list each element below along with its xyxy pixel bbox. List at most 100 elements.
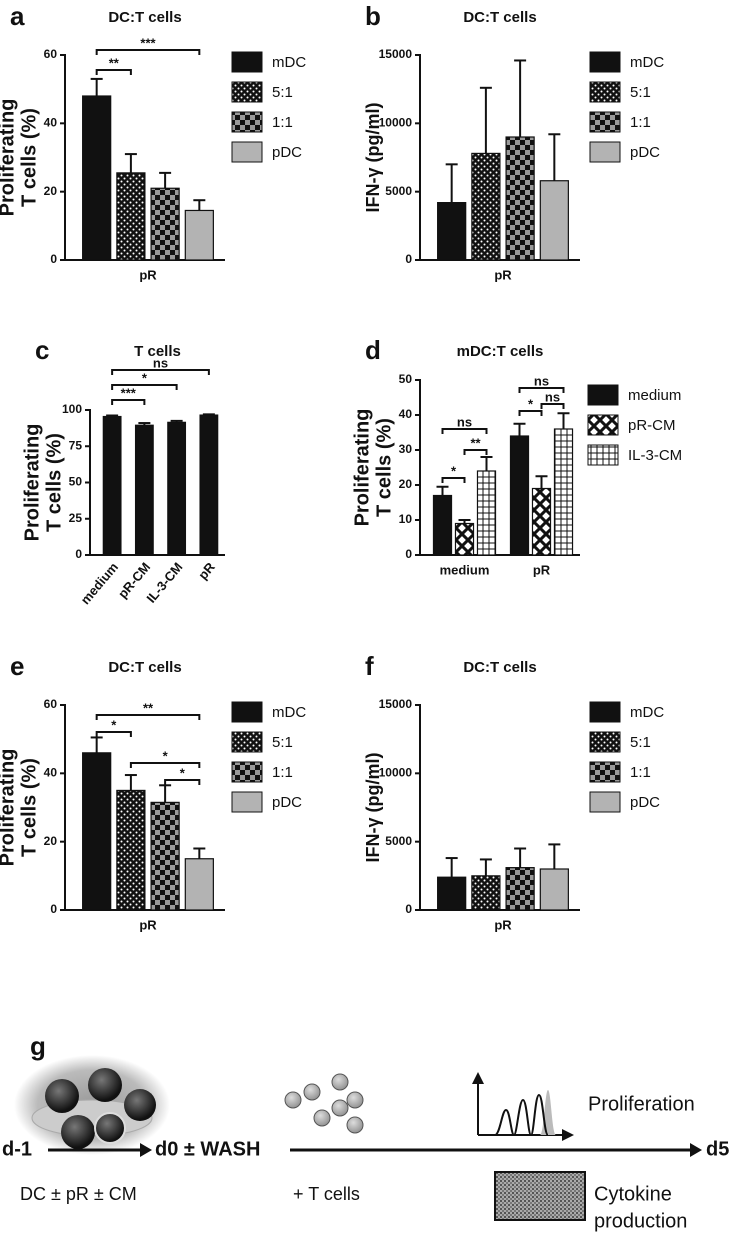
chart-title: DC:T cells	[108, 659, 181, 676]
legend-swatch	[589, 81, 621, 103]
legend-swatch	[587, 444, 619, 466]
significance-label: **	[109, 55, 120, 70]
significance-bracket	[95, 731, 132, 737]
bar	[553, 428, 574, 556]
panel-letter: g	[30, 1031, 46, 1061]
y-tick-label: 0	[75, 547, 82, 561]
bar	[437, 876, 467, 911]
x-tick-label: pR	[533, 562, 551, 577]
readout-label: Cytokine	[594, 1183, 672, 1205]
bar	[437, 202, 467, 261]
y-tick-label: 5000	[385, 184, 412, 198]
significance-bracket	[441, 477, 466, 483]
legend-label: mDC	[272, 54, 306, 71]
legend-label: 5:1	[630, 734, 651, 751]
bar	[505, 136, 535, 261]
bar	[82, 752, 112, 911]
significance-bracket	[164, 779, 201, 785]
y-tick-label: 15000	[379, 47, 413, 61]
significance-label: *	[528, 396, 534, 411]
significance-bracket	[95, 714, 201, 720]
bar	[150, 187, 180, 261]
legend-swatch	[589, 51, 621, 73]
significance-label: ***	[140, 35, 156, 50]
y-tick-label: 5000	[385, 834, 412, 848]
bar	[476, 470, 497, 556]
significance-bracket	[540, 403, 565, 409]
arrowhead	[562, 1129, 574, 1141]
significance-bracket	[111, 369, 210, 375]
chart-title: T cells	[134, 343, 181, 360]
x-tick-label: pR	[195, 559, 218, 582]
chart-title: DC:T cells	[108, 9, 181, 26]
significance-label: ns	[534, 373, 549, 388]
legend-label: 1:1	[272, 114, 293, 131]
significance-label: ns	[153, 355, 168, 370]
legend-label: mDC	[630, 54, 664, 71]
y-tick-label: 60	[44, 697, 58, 711]
y-tick-label: 50	[399, 372, 413, 386]
y-axis-label: T cells (%)	[18, 108, 40, 207]
x-tick-label: medium	[440, 562, 490, 577]
legend-swatch	[231, 701, 263, 723]
y-axis-label: Proliferating	[0, 99, 18, 217]
y-tick-label: 0	[405, 902, 412, 916]
legend-label: pR-CM	[628, 417, 676, 434]
legend-swatch	[587, 384, 619, 406]
panel-g: g d-1 d0 ± WASH d5 DC ± pR ± CM + T cell…	[2, 1031, 729, 1232]
panel-letter: e	[10, 651, 24, 681]
significance-label: *	[111, 717, 117, 732]
y-tick-label: 60	[44, 47, 58, 61]
y-tick-label: 40	[44, 116, 58, 130]
dc-cell	[124, 1089, 156, 1121]
panel-letter: a	[10, 1, 25, 31]
y-tick-label: 20	[44, 834, 58, 848]
significance-bracket	[95, 69, 132, 75]
legend-swatch	[231, 141, 263, 163]
y-axis-label: Proliferating	[21, 424, 43, 542]
y-tick-label: 100	[62, 402, 82, 416]
legend-swatch	[589, 111, 621, 133]
dc-cell	[45, 1079, 79, 1113]
panel-letter: d	[365, 335, 381, 365]
x-tick-label: pR	[139, 917, 157, 932]
significance-bracket	[111, 384, 178, 390]
significance-label: *	[142, 370, 148, 385]
y-tick-label: 10000	[379, 766, 413, 780]
bar	[539, 180, 569, 261]
legend-label: pDC	[630, 794, 660, 811]
legend-label: medium	[628, 387, 681, 404]
significance-label: ns	[457, 414, 472, 429]
y-tick-label: 0	[50, 902, 57, 916]
bar	[471, 152, 501, 261]
significance-label: *	[163, 748, 169, 763]
panel-letter: b	[365, 1, 381, 31]
y-tick-label: 40	[44, 766, 58, 780]
significance-bracket	[518, 410, 543, 416]
legend-label: 5:1	[272, 734, 293, 751]
y-axis-label: Proliferating	[351, 409, 373, 527]
cytokine-block	[494, 1171, 586, 1221]
legend-label: mDC	[272, 704, 306, 721]
legend-swatch	[231, 51, 263, 73]
y-axis-label: IFN-γ (pg/ml)	[363, 103, 383, 213]
legend-swatch	[589, 731, 621, 753]
significance-label: **	[470, 435, 481, 450]
bar	[199, 414, 219, 556]
y-tick-label: 10000	[379, 116, 413, 130]
chart-title: mDC:T cells	[457, 343, 544, 360]
y-tick-label: 75	[69, 438, 83, 452]
significance-bracket	[129, 762, 201, 768]
y-axis-label: T cells (%)	[43, 433, 65, 532]
dc-cell	[88, 1068, 122, 1102]
y-tick-label: 20	[44, 184, 58, 198]
y-tick-label: 0	[405, 252, 412, 266]
legend-label: 1:1	[630, 114, 651, 131]
x-tick-label: pR	[139, 267, 157, 282]
legend-swatch	[589, 761, 621, 783]
significance-bracket	[111, 399, 146, 405]
bar	[505, 867, 535, 911]
legend-swatch	[231, 791, 263, 813]
y-axis-label: T cells (%)	[18, 758, 40, 857]
y-axis-label: T cells (%)	[373, 418, 395, 517]
